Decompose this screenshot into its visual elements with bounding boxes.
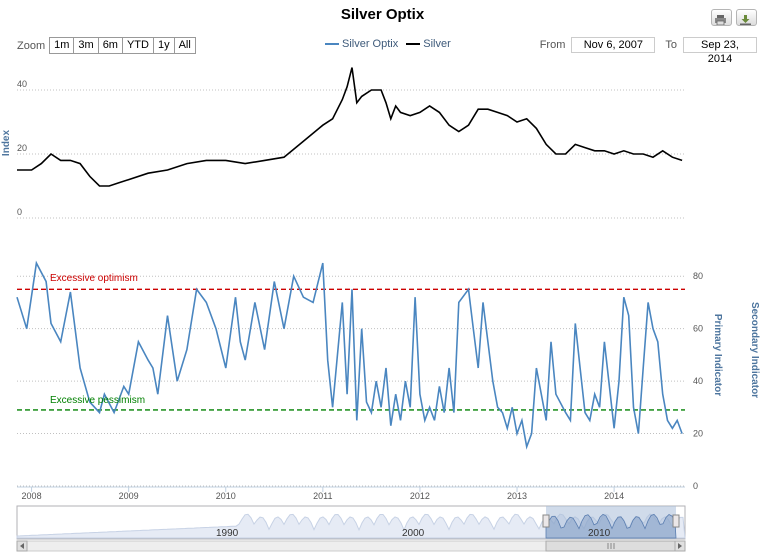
zoom-selector: Zoom 1m 3m 6m YTD 1y All bbox=[17, 37, 196, 54]
print-button[interactable] bbox=[711, 9, 732, 26]
navigator-background bbox=[16, 505, 686, 540]
scrollbar-grip-icon bbox=[607, 543, 615, 549]
chart-title: Silver Optix bbox=[340, 6, 425, 23]
zoom-6m-button[interactable]: 6m bbox=[97, 37, 123, 54]
scrollbar bbox=[16, 540, 686, 552]
legend-label-optix: Silver Optix bbox=[342, 38, 399, 50]
lower-y-tick-label: 60 bbox=[693, 324, 703, 334]
legend: Silver Optix Silver bbox=[325, 38, 451, 50]
zoom-1y-button[interactable]: 1y bbox=[152, 37, 175, 54]
x-tick-label: 2009 bbox=[119, 491, 139, 501]
scrollbar-left-button[interactable] bbox=[16, 540, 28, 552]
upper-y-tick-label: 0 bbox=[17, 207, 22, 217]
from-label: From bbox=[539, 39, 566, 51]
from-date-input[interactable]: Nov 6, 2007 bbox=[571, 37, 656, 53]
navigator-label-1990: 1990 bbox=[216, 528, 239, 539]
scrollbar-thumb[interactable] bbox=[545, 540, 677, 552]
legend-label-silver: Silver bbox=[423, 38, 451, 50]
primary-y-axis-title: Primary Indicator bbox=[712, 314, 723, 396]
legend-item-silver-optix[interactable]: Silver Optix bbox=[325, 38, 398, 50]
navigator-selected-range bbox=[546, 506, 676, 539]
x-tick-label: 2014 bbox=[604, 491, 624, 501]
zoom-3m-button[interactable]: 3m bbox=[73, 37, 99, 54]
x-tick-label: 2008 bbox=[22, 491, 42, 501]
download-button[interactable] bbox=[736, 9, 757, 26]
navigator-label-2000: 2000 bbox=[402, 528, 425, 539]
x-tick-label: 2013 bbox=[507, 491, 527, 501]
download-icon bbox=[740, 12, 751, 25]
zoom-1m-button[interactable]: 1m bbox=[49, 37, 75, 54]
legend-item-silver[interactable]: Silver bbox=[406, 38, 451, 50]
legend-swatch-optix bbox=[325, 43, 339, 45]
x-tick-label: 2010 bbox=[216, 491, 236, 501]
navigator-right-handle[interactable] bbox=[672, 514, 680, 528]
x-tick-label: 2012 bbox=[410, 491, 430, 501]
legend-swatch-silver bbox=[406, 43, 421, 45]
reference-lines bbox=[17, 288, 685, 411]
upper-y-tick-label: 40 bbox=[17, 79, 27, 89]
upper-y-tick-label: 20 bbox=[17, 143, 27, 153]
navigator: 1990 2000 2010 bbox=[16, 505, 686, 540]
zoom-all-button[interactable]: All bbox=[173, 37, 196, 54]
export-buttons bbox=[711, 9, 757, 26]
to-label: To bbox=[665, 39, 677, 51]
lower-y-tick-label: 20 bbox=[693, 429, 703, 439]
lower-y-tick-label: 80 bbox=[693, 271, 703, 281]
upper-y-axis-title: Index bbox=[1, 130, 12, 157]
secondary-y-axis-title: Secondary Indicator bbox=[749, 302, 760, 398]
lower-y-tick-label: 40 bbox=[693, 376, 703, 386]
chevron-right-icon bbox=[678, 543, 682, 549]
scrollbar-right-button[interactable] bbox=[674, 540, 686, 552]
lower-y-tick-label: 0 bbox=[693, 481, 698, 491]
scrollbar-track[interactable] bbox=[16, 540, 686, 552]
date-range-selector: From Nov 6, 2007 To Sep 23, 2014 bbox=[539, 37, 757, 65]
silver-series-line bbox=[17, 67, 683, 187]
navigator-selected-series bbox=[545, 513, 677, 539]
navigator-series bbox=[16, 513, 686, 539]
gridlines bbox=[17, 89, 685, 487]
navigator-left-handle[interactable] bbox=[542, 514, 550, 528]
navigator-label-2010: 2010 bbox=[588, 528, 611, 539]
pessimism-label: Excessive pessimism bbox=[50, 395, 145, 406]
optimism-label: Excessive optimism bbox=[50, 273, 138, 284]
zoom-ytd-button[interactable]: YTD bbox=[121, 37, 154, 54]
zoom-label: Zoom bbox=[17, 39, 46, 52]
optix-series-line bbox=[16, 260, 683, 450]
to-date-input[interactable]: Sep 23, 2014 bbox=[683, 37, 757, 65]
chevron-left-icon bbox=[20, 543, 24, 549]
x-tick-label: 2011 bbox=[313, 491, 332, 501]
series-lines bbox=[16, 67, 683, 450]
axes: 0 20 40 0 20 40 60 80 2008 2009 2010 2011 2012 2013 20… bbox=[17, 79, 703, 501]
print-icon bbox=[715, 12, 726, 26]
